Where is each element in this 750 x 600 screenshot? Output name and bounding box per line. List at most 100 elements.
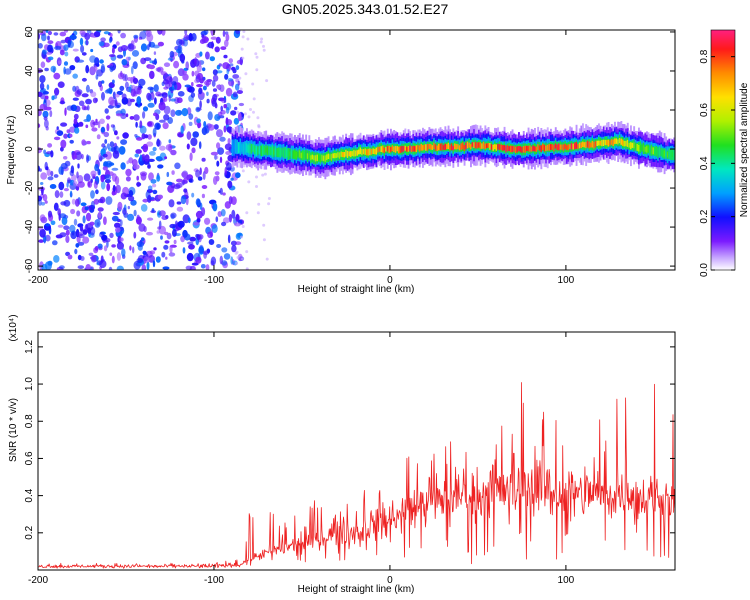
noise-blob xyxy=(168,94,171,102)
noise-blob xyxy=(199,78,204,84)
noise-blob xyxy=(202,250,210,255)
noise-blob xyxy=(69,126,76,133)
noise-blob xyxy=(73,218,78,226)
noise-blob xyxy=(44,200,48,204)
noise-blob xyxy=(240,235,243,239)
noise-blob xyxy=(85,98,92,105)
ridge-column xyxy=(545,145,548,152)
noise-blob xyxy=(59,31,67,37)
noise-blob xyxy=(231,196,237,206)
noise-blob xyxy=(204,37,209,42)
noise-blob xyxy=(256,116,260,120)
noise-blob xyxy=(45,166,49,171)
noise-blob xyxy=(133,34,139,39)
noise-blob xyxy=(146,33,154,42)
noise-blob xyxy=(116,241,124,250)
noise-blob xyxy=(170,109,176,117)
noise-blob xyxy=(125,56,130,62)
ridge-column xyxy=(634,143,637,149)
noise-blob xyxy=(251,82,255,86)
noise-blob xyxy=(199,167,202,175)
ridge-column xyxy=(622,139,624,146)
noise-blob xyxy=(106,123,110,132)
ridge-column xyxy=(263,146,266,154)
noise-blob xyxy=(262,223,266,227)
ridge-column xyxy=(569,144,572,149)
ridge-column xyxy=(598,140,600,146)
noise-blob xyxy=(163,244,169,250)
noise-blob xyxy=(132,77,139,84)
ridge-column xyxy=(625,140,628,147)
noise-blob xyxy=(199,51,203,57)
noise-blob xyxy=(240,47,244,51)
ridge-column xyxy=(457,144,460,150)
noise-blob xyxy=(180,195,187,205)
ridge-column xyxy=(519,146,522,153)
noise-blob xyxy=(41,33,47,42)
noise-blob xyxy=(129,245,132,251)
noise-blob xyxy=(73,113,79,120)
noise-blob xyxy=(226,126,233,133)
noise-blob xyxy=(81,52,87,56)
noise-blob xyxy=(202,171,206,180)
noise-blob xyxy=(47,30,53,36)
noise-blob xyxy=(43,98,47,103)
noise-blob xyxy=(50,220,56,226)
y-tick-label: 1.2 xyxy=(24,339,35,353)
noise-blob xyxy=(112,79,115,84)
ridge-column xyxy=(257,147,260,155)
noise-blob xyxy=(85,124,89,129)
noise-blob xyxy=(165,256,168,260)
snr-x-label: Height of straight line (km) xyxy=(298,584,415,595)
noise-blob xyxy=(111,255,115,264)
noise-blob xyxy=(114,99,118,107)
noise-blob xyxy=(81,153,84,160)
noise-blob xyxy=(60,39,66,44)
noise-blob xyxy=(56,130,64,137)
noise-blob xyxy=(78,121,84,127)
ridge-column xyxy=(473,142,476,148)
noise-blob xyxy=(147,102,155,108)
noise-blob xyxy=(265,79,269,83)
ridge-column xyxy=(554,143,557,149)
noise-blob xyxy=(182,247,186,254)
noise-blob xyxy=(99,155,103,162)
noise-blob xyxy=(201,157,206,162)
ridge-column xyxy=(247,146,250,152)
noise-blob xyxy=(191,82,194,87)
noise-blob xyxy=(219,255,223,265)
ridge-column xyxy=(574,142,576,150)
noise-blob xyxy=(69,170,75,177)
ridge-column xyxy=(346,150,349,158)
noise-blob xyxy=(235,172,241,179)
noise-blob xyxy=(93,180,98,189)
noise-blob xyxy=(103,216,107,225)
noise-blob xyxy=(188,113,194,120)
ridge-column xyxy=(298,150,301,158)
noise-blob xyxy=(97,168,100,176)
ridge-column xyxy=(442,145,445,150)
noise-blob xyxy=(255,55,259,59)
noise-blob xyxy=(115,227,121,233)
ridge-column xyxy=(327,153,330,159)
noise-blob xyxy=(108,266,113,270)
ridge-column xyxy=(417,145,420,150)
noise-blob xyxy=(219,136,226,142)
noise-blob xyxy=(53,255,60,263)
noise-blob xyxy=(120,162,126,170)
noise-blob xyxy=(157,194,163,200)
ridge-column xyxy=(273,149,276,155)
ridge-column xyxy=(250,146,253,152)
noise-blob xyxy=(99,231,105,238)
ridge-column xyxy=(530,146,533,152)
noise-blob xyxy=(149,151,156,156)
noise-blob xyxy=(217,111,223,117)
noise-blob xyxy=(38,239,44,243)
ridge-column xyxy=(655,147,658,155)
noise-blob xyxy=(79,225,84,232)
ridge-column xyxy=(594,141,597,148)
noise-blob xyxy=(262,44,265,48)
noise-blob xyxy=(76,89,83,95)
ridge-column xyxy=(390,146,392,153)
ridge-column xyxy=(474,141,477,149)
